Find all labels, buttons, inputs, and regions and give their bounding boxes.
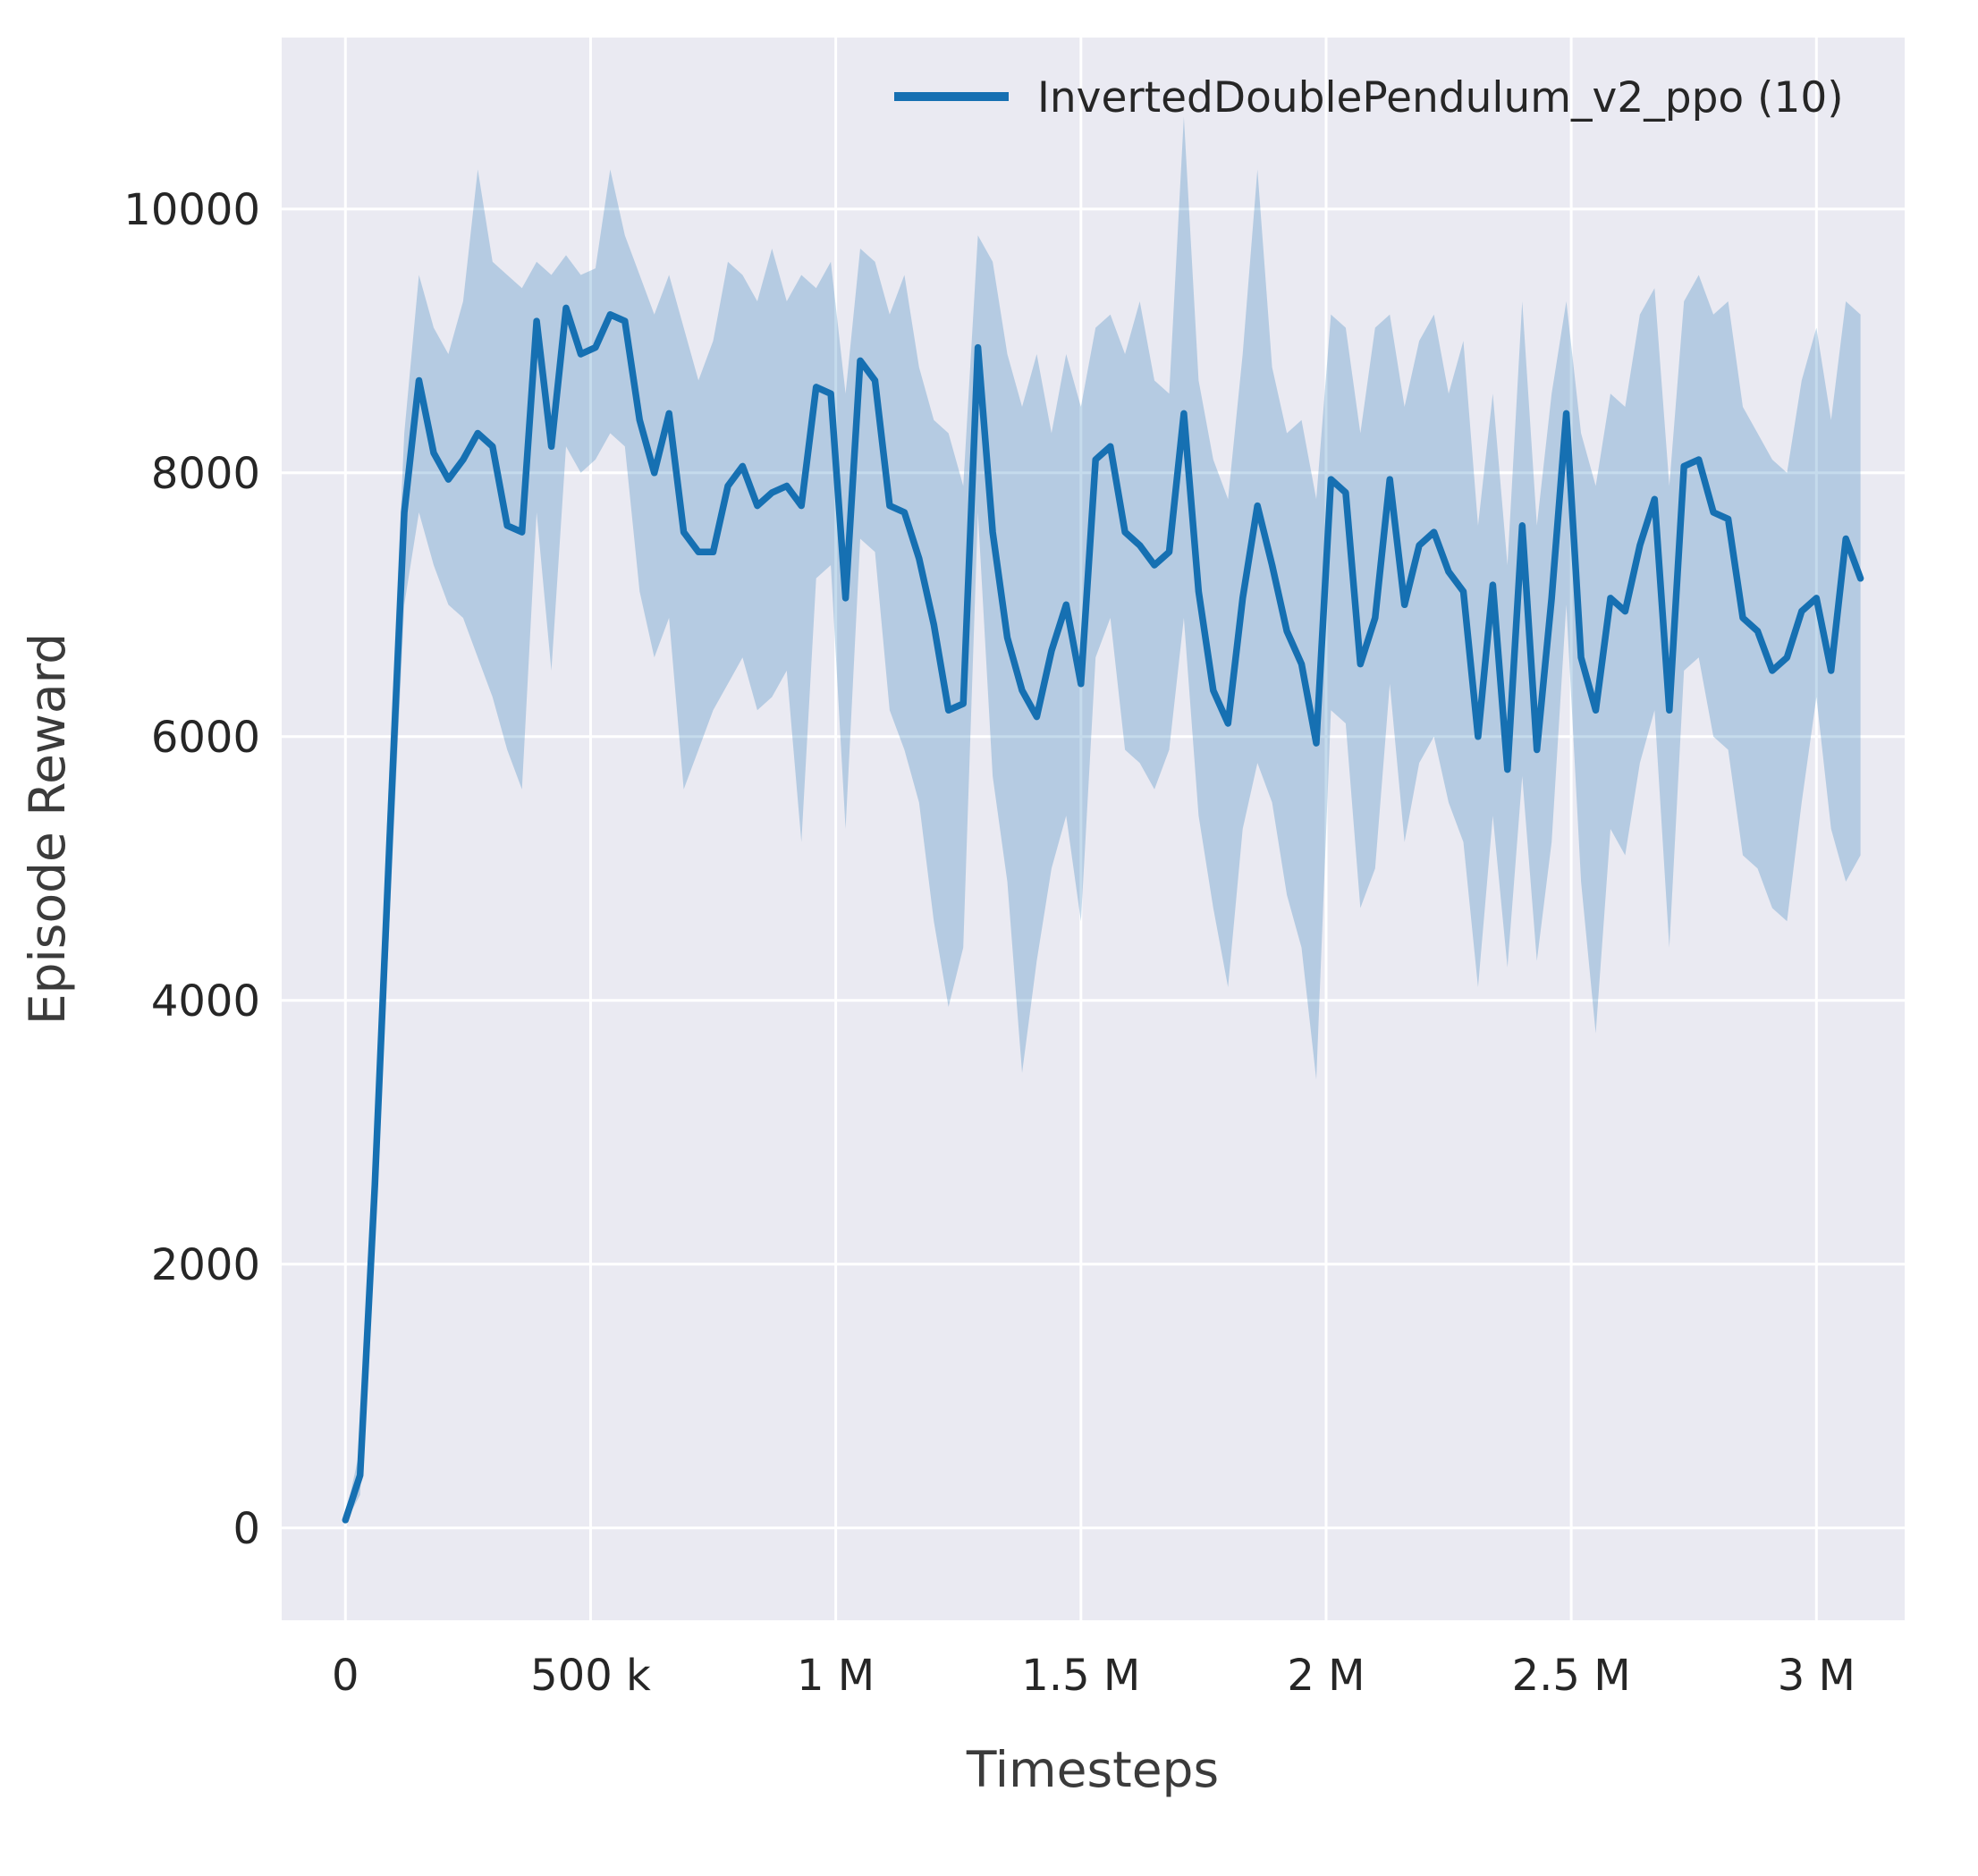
- confidence-band: [345, 116, 1861, 1523]
- y-tick-label: 0: [232, 1504, 260, 1554]
- plot-area: [282, 38, 1905, 1620]
- y-tick-label: 6000: [151, 713, 260, 763]
- x-axis-label: Timesteps: [966, 1741, 1219, 1798]
- y-tick-label: 4000: [151, 976, 260, 1027]
- y-tick-label: 2000: [151, 1240, 260, 1290]
- x-tick-label: 500 k: [530, 1651, 651, 1701]
- x-tick-label: 3 M: [1778, 1651, 1855, 1701]
- mean-reward-line: [342, 304, 1864, 1524]
- plot-layer: 0 500 k 1 M 1.5 M 2 M 2.5 M 3 M 0 2000 4000 6000 80…: [123, 38, 1905, 1701]
- y-tick-label: 10000: [123, 185, 260, 235]
- legend: InvertedDoublePendulum_v2_ppo (10): [894, 73, 1844, 123]
- x-tick-label: 0: [332, 1651, 359, 1701]
- legend-label: InvertedDoublePendulum_v2_ppo (10): [1037, 73, 1844, 123]
- y-axis-label: Episode Reward: [19, 633, 76, 1025]
- x-tick-label: 2 M: [1287, 1651, 1365, 1701]
- x-tick-label: 1.5 M: [1021, 1651, 1140, 1701]
- x-tick-label: 1 M: [797, 1651, 875, 1701]
- x-tick-label: 2.5 M: [1512, 1651, 1631, 1701]
- y-tick-label: 8000: [151, 449, 260, 499]
